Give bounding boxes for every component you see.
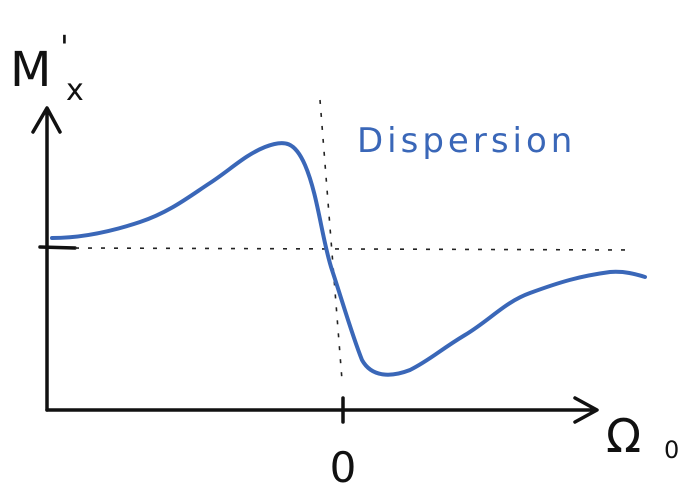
x-label-sub: 0	[664, 436, 679, 464]
y-axis	[31, 106, 62, 412]
zero-guide	[319, 99, 343, 381]
dispersion-curve	[50, 141, 647, 377]
x-tick-label: 0	[330, 443, 357, 492]
x-axis	[45, 396, 599, 424]
y-label-sub: x	[66, 73, 84, 108]
y-label: M	[10, 42, 51, 98]
annotation: Dispersion	[357, 121, 576, 161]
y-tick	[38, 245, 77, 250]
baseline-guide	[74, 247, 631, 251]
x-label: Ω	[606, 409, 641, 463]
y-label-sup: '	[60, 28, 69, 66]
